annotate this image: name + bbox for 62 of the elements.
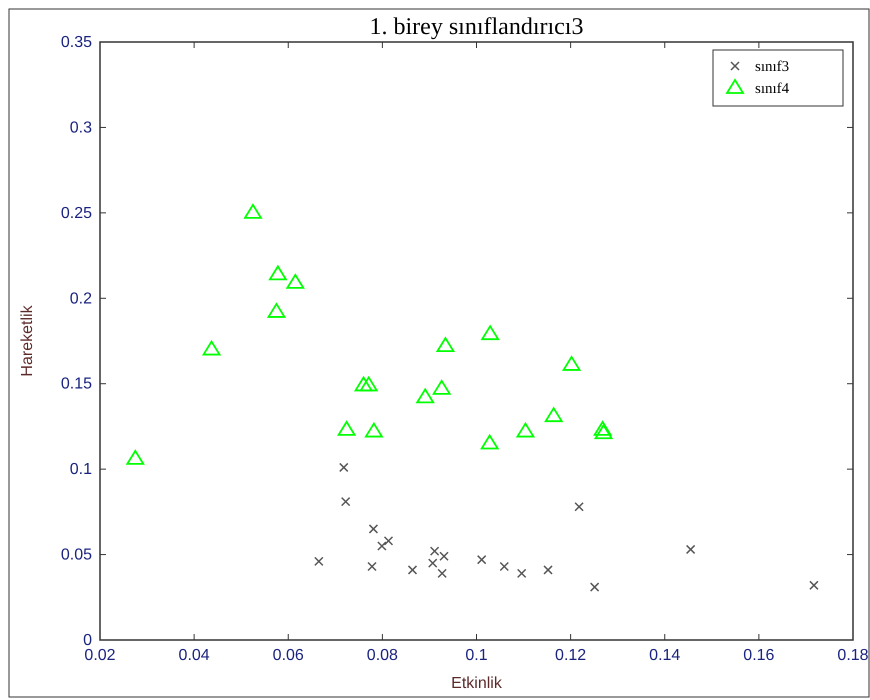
x-tick-label: 0.18 <box>837 647 869 664</box>
point <box>436 337 454 352</box>
point <box>476 554 486 564</box>
point <box>244 204 262 219</box>
point <box>437 568 447 578</box>
x-tick-label: 0.12 <box>555 647 586 664</box>
point <box>500 562 510 572</box>
x-axis-title: Etkinlik <box>451 675 503 692</box>
point <box>340 496 350 506</box>
point <box>377 541 387 551</box>
x-tick-label: 0.06 <box>272 647 304 664</box>
point <box>430 546 440 556</box>
point <box>368 524 378 534</box>
point <box>686 544 696 554</box>
y-tick-label: 0.3 <box>70 119 92 136</box>
x-tick-label: 0.1 <box>465 647 488 664</box>
point <box>367 562 377 572</box>
point <box>594 424 612 440</box>
chart-title: 1. birey sınıflandırıcı3 <box>370 14 584 40</box>
legend-label: sınıf4 <box>755 81 790 97</box>
y-tick-label: 0 <box>83 632 92 649</box>
point <box>590 582 600 592</box>
point <box>416 388 434 404</box>
point <box>268 303 286 318</box>
point <box>360 376 378 392</box>
point <box>338 420 356 436</box>
point <box>408 565 418 575</box>
point <box>516 422 534 438</box>
point <box>384 536 394 546</box>
y-tick-label: 0.1 <box>70 461 92 478</box>
y-tick-label: 0.25 <box>60 204 92 222</box>
point <box>286 274 304 289</box>
x-tick-label: 0.14 <box>649 647 680 664</box>
point <box>202 340 220 356</box>
point <box>365 422 383 438</box>
point <box>544 407 563 422</box>
point <box>594 420 612 436</box>
x-tick-label: 0.08 <box>366 647 398 664</box>
point <box>481 325 500 340</box>
point <box>432 380 451 395</box>
point <box>562 356 580 371</box>
point <box>354 376 372 392</box>
point <box>439 552 449 562</box>
y-tick-label: 0.35 <box>60 34 92 51</box>
x-tick-label: 0.16 <box>743 647 775 664</box>
point <box>809 580 819 590</box>
point <box>126 450 144 465</box>
point <box>268 265 287 280</box>
point <box>480 434 499 450</box>
point <box>339 462 349 472</box>
y-tick-label: 0.05 <box>60 546 92 564</box>
point <box>574 502 584 512</box>
y-axis-title: Hareketlik <box>19 304 36 377</box>
x-tick-label: 0.04 <box>178 647 210 664</box>
point <box>543 565 553 575</box>
point <box>428 558 438 568</box>
legend-label: sınıf3 <box>755 59 790 75</box>
point <box>314 556 324 566</box>
y-tick-label: 0.15 <box>60 376 92 393</box>
point <box>516 568 526 578</box>
y-tick-label: 0.2 <box>70 290 92 308</box>
x-tick-label: 0.02 <box>84 647 116 664</box>
